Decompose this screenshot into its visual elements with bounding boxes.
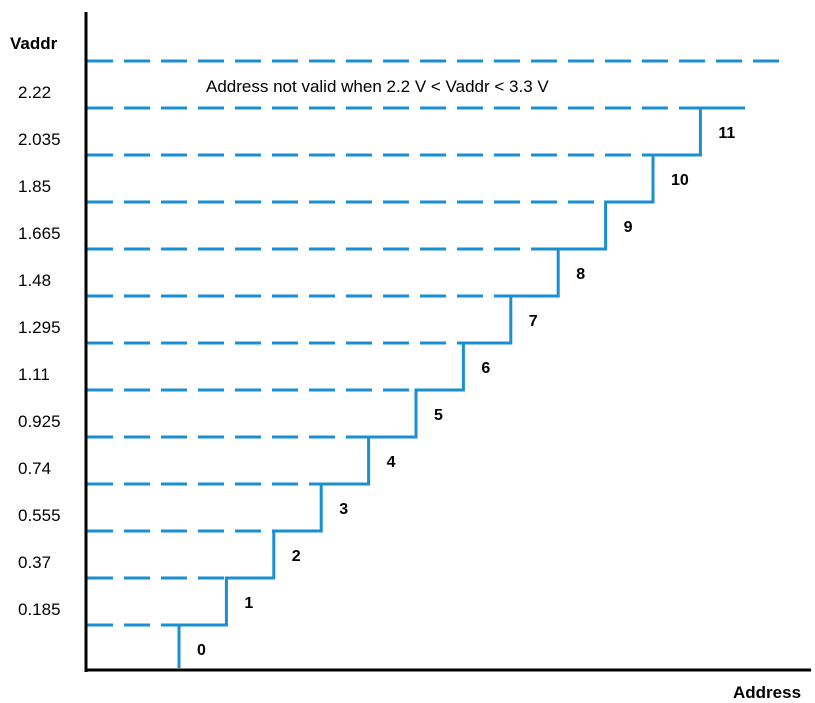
y-tick-label: 0.37: [18, 553, 51, 572]
axes: [84, 12, 811, 672]
step-label: 6: [481, 360, 490, 377]
threshold-lines: [87, 59, 780, 627]
step-label: 8: [576, 266, 585, 283]
y-axis-title: Vaddr: [10, 34, 58, 53]
step-label: 9: [624, 219, 633, 236]
y-tick-labels: 0.185 0.37 0.555 0.74 0.925 1.11 1.295 1.48 1.66…: [18, 83, 61, 619]
step-labels: 0 1 2 3 4 5 6 7 8 9 10 11: [197, 125, 735, 659]
y-tick-label: 0.185: [18, 600, 61, 619]
staircase-line: [177, 106, 745, 668]
step-label: 3: [339, 501, 348, 518]
step-label: 0: [197, 642, 206, 659]
y-tick-label: 1.85: [18, 177, 51, 196]
y-tick-label: 0.74: [18, 459, 51, 478]
staircase-series: [177, 106, 745, 668]
step-label: 2: [292, 548, 301, 565]
y-tick-label: 1.665: [18, 224, 61, 243]
step-label: 1: [244, 595, 253, 612]
step-label: 4: [387, 454, 396, 471]
y-tick-label: 2.035: [18, 130, 61, 149]
step-label: 7: [529, 313, 538, 330]
step-label: 10: [671, 172, 689, 189]
step-label: 11: [718, 125, 735, 142]
y-tick-label: 0.555: [18, 506, 61, 525]
step-label: 5: [434, 407, 443, 424]
x-axis-title: Address: [733, 683, 801, 702]
y-tick-label: 0.925: [18, 412, 61, 431]
y-tick-label: 1.48: [18, 271, 51, 290]
y-tick-label: 1.295: [18, 318, 61, 337]
annotation-text: Address not valid when 2.2 V < Vaddr < 3…: [206, 77, 549, 96]
y-tick-label: 2.22: [18, 83, 51, 102]
y-tick-label: 1.11: [18, 365, 50, 384]
